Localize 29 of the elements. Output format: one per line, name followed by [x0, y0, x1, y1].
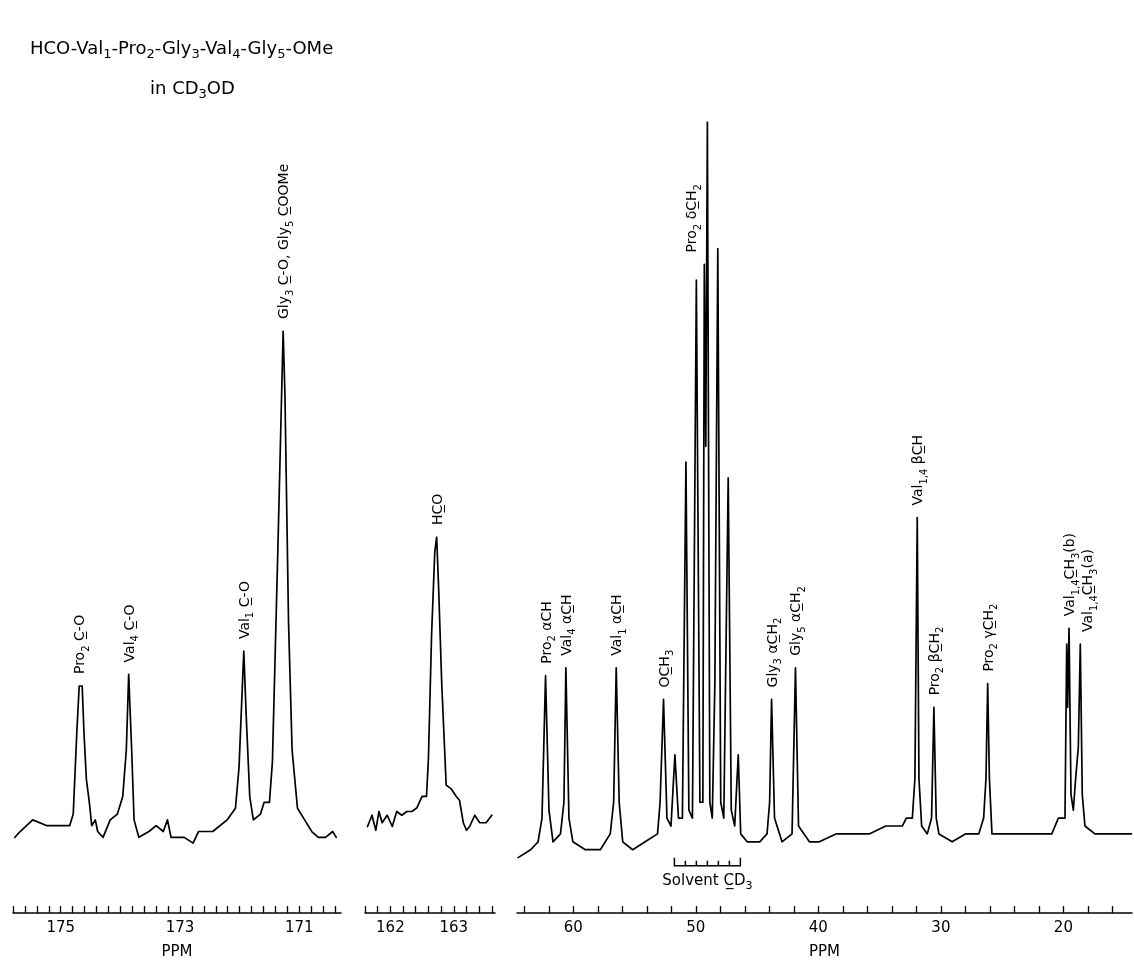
annotation: Val4 C̲-O	[120, 604, 141, 663]
x-axis-title: PPM	[808, 941, 841, 960]
annotation: Pro2 αCH	[537, 601, 558, 664]
annotation: Val1,4C̲H3(a)	[1079, 549, 1099, 633]
x-tick-label: 60	[563, 917, 583, 936]
x-axis-title: PPM	[161, 941, 193, 960]
annotation: Val1 αC̲H	[608, 594, 628, 656]
annotation: Gly3 C̲-O, Gly5 C̲OOMe	[275, 163, 295, 319]
annotation: OC̲H3	[655, 649, 676, 688]
annotation: Pro2 C̲-O	[71, 614, 91, 675]
x-tick-label: 20	[1053, 917, 1073, 936]
x-tick-label: 175	[46, 917, 76, 936]
x-tick-label: 173	[165, 917, 195, 936]
annotation: Pro2 δC̲H2	[683, 184, 703, 253]
annotation: Gly5 αC̲H2	[787, 586, 807, 656]
x-tick-label: 50	[686, 917, 706, 936]
annotation: Pro2 γC̲H2	[979, 603, 1000, 672]
annotation: Val1 C̲-O	[235, 581, 256, 640]
x-tick-label: 162	[376, 917, 405, 936]
annotation: Pro2 βC̲H2	[925, 626, 946, 696]
annotation: Gly3 αC̲H2	[763, 617, 784, 688]
x-tick-label: 40	[808, 917, 828, 936]
x-tick-label: 163	[439, 917, 469, 936]
annotation: Val1,4 βC̲H	[909, 434, 929, 506]
annotation: Val1,4C̲H3(b)	[1061, 532, 1081, 617]
x-tick-label: 30	[931, 917, 951, 936]
annotation: HC̲O	[428, 493, 445, 525]
annotation: Val4 αC̲H	[557, 594, 578, 656]
x-tick-label: 171	[284, 917, 314, 936]
